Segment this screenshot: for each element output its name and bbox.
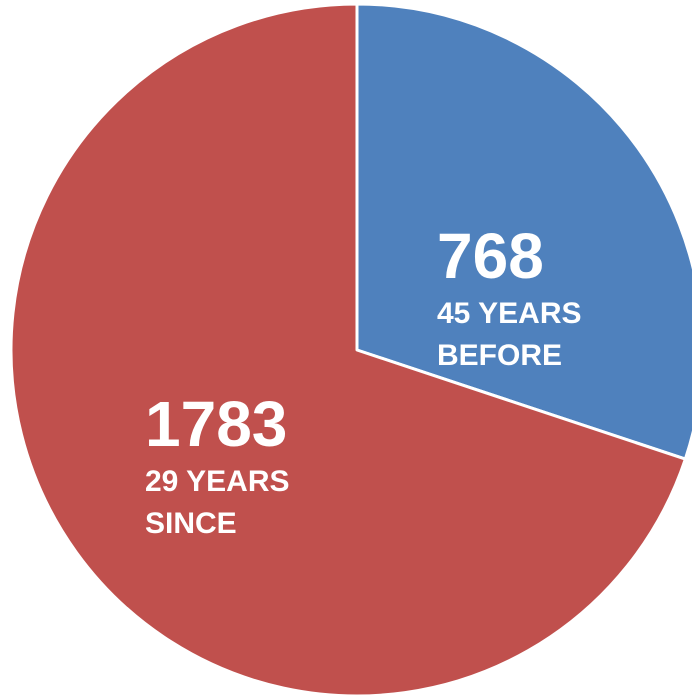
slice-label: SINCE	[145, 507, 237, 540]
slice-label: BEFORE	[437, 339, 562, 372]
slice-label: 45 YEARS	[437, 297, 582, 330]
pie-slice	[355, 2, 692, 461]
slice-value-label: 1783	[145, 388, 287, 460]
slice-value-label: 768	[437, 220, 544, 292]
slice-label: 29 YEARS	[145, 465, 290, 498]
pie-slice	[9, 2, 687, 697]
